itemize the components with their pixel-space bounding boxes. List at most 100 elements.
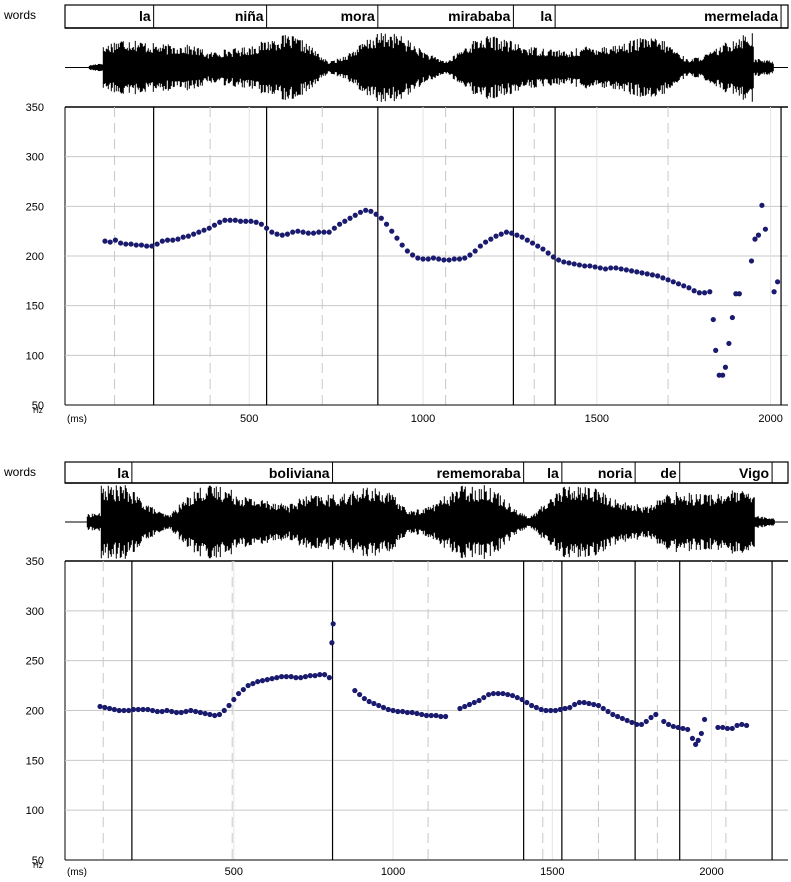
f0-point (185, 233, 191, 239)
word-label: boliviana (269, 465, 330, 481)
f0-point (112, 237, 119, 243)
f0-point (548, 707, 554, 714)
f0-point (395, 708, 401, 715)
f0-point (227, 217, 233, 223)
f0-point (164, 237, 171, 243)
f0-point (689, 735, 696, 742)
f0-point (274, 231, 280, 237)
f0-point (183, 708, 189, 715)
f0-point (691, 288, 697, 294)
f0-point (207, 711, 213, 718)
y-tick-label: 200 (26, 706, 44, 718)
f0-point (595, 702, 602, 709)
f0-point (681, 283, 687, 289)
f0-point (196, 229, 202, 235)
f0-point (576, 699, 582, 706)
x-axis-unit: (ms) (67, 414, 87, 425)
word-tier-box (64, 4, 789, 29)
f0-point (739, 721, 745, 728)
f0-point (490, 690, 496, 697)
f0-point (269, 676, 275, 682)
f0-point (404, 248, 410, 254)
y-tick-label: 50 (32, 400, 44, 412)
f0-point (720, 724, 726, 731)
f0-point (759, 202, 765, 208)
f0-point (290, 229, 296, 235)
f0-point (102, 238, 108, 244)
f0-point (653, 711, 659, 718)
f0-point (638, 721, 645, 728)
f0-point (438, 713, 444, 720)
f0-point (680, 725, 686, 732)
f0-point (665, 277, 671, 283)
f0-point (576, 262, 583, 268)
f0-point (597, 265, 603, 271)
f0-point (126, 707, 132, 714)
f0-point (701, 716, 708, 723)
f0-point (366, 698, 372, 705)
f0-point (529, 240, 536, 246)
waveform (88, 33, 774, 102)
f0-point (212, 712, 218, 719)
f0-point (436, 256, 442, 262)
f0-point (250, 680, 256, 687)
f0-point (729, 314, 735, 321)
y-tick-label: 200 (26, 251, 44, 263)
f0-point (457, 705, 463, 712)
f0-point (144, 243, 150, 249)
f0-point (524, 237, 530, 243)
f0-point (566, 260, 572, 266)
f0-point (269, 229, 275, 235)
x-tick-label: 2000 (758, 413, 782, 425)
word-label: rememoraba (437, 465, 521, 481)
f0-point (660, 275, 666, 281)
f0-point (217, 219, 223, 225)
word-label: mora (341, 8, 375, 24)
f0-point (106, 705, 113, 712)
f0-point (519, 234, 525, 240)
f0-point (135, 706, 141, 713)
x-tick-label: 500 (225, 866, 243, 877)
f0-point (472, 248, 478, 254)
f0-point (493, 233, 499, 239)
f0-point (258, 221, 264, 227)
f0-point (555, 257, 562, 263)
f0-point (316, 229, 322, 235)
f0-point (726, 340, 732, 347)
f0-point (500, 690, 506, 697)
f0-point (279, 232, 285, 238)
f0-point (97, 703, 103, 710)
f0-point (154, 241, 160, 247)
f0-point (202, 710, 208, 717)
f0-point (481, 694, 487, 701)
f0-point (623, 267, 629, 273)
f0-point (226, 702, 232, 709)
waveform (86, 485, 775, 559)
x-tick-label: 1000 (381, 866, 405, 877)
f0-point (111, 706, 117, 713)
y-tick-label: 350 (26, 556, 44, 568)
f0-point (648, 714, 654, 721)
f0-point (188, 707, 194, 714)
f0-point (373, 211, 379, 217)
f0-point (329, 640, 335, 646)
f0-point (552, 707, 559, 714)
f0-point (466, 701, 473, 708)
f0-point (307, 673, 313, 679)
f0-point (380, 704, 387, 711)
f0-point (591, 701, 597, 708)
f0-point (259, 678, 266, 684)
f0-point (451, 256, 457, 262)
f0-point (498, 231, 504, 237)
f0-point (467, 252, 473, 258)
f0-point (423, 712, 430, 719)
f0-point (610, 711, 616, 718)
f0-point (383, 221, 390, 227)
f0-point (655, 273, 661, 279)
f0-point (608, 265, 614, 271)
f0-point (245, 682, 251, 689)
f0-point (724, 725, 731, 732)
f0-point (509, 692, 516, 699)
f0-point (159, 708, 165, 715)
f0-point (121, 707, 127, 714)
